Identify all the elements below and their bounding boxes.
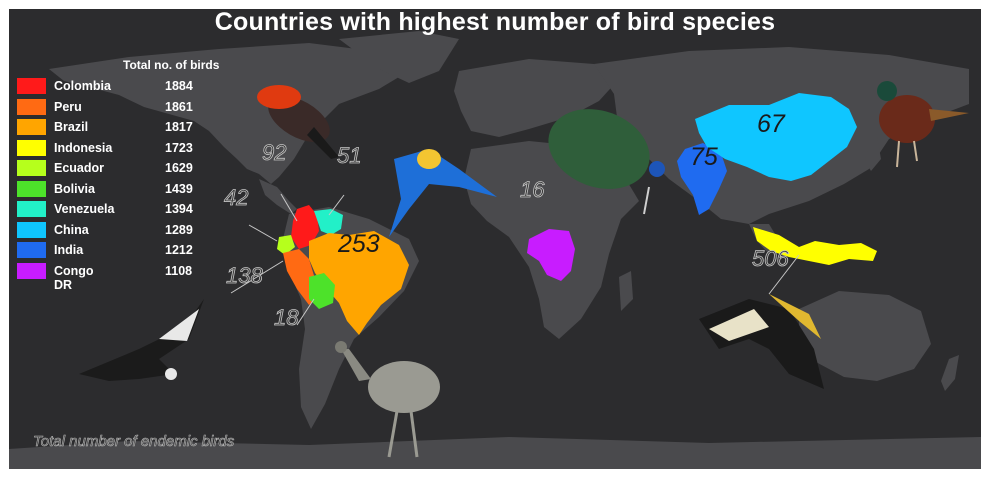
endemic-label-bolivia: 18 — [274, 305, 299, 330]
legend-value-label: 1394 — [165, 202, 193, 216]
legend-swatch — [17, 242, 46, 258]
legend-swatch — [17, 262, 46, 279]
peacock-illustration — [548, 109, 665, 215]
legend-country-label: India — [54, 243, 84, 257]
country-shape-colombia — [291, 205, 319, 249]
endemic-label-brazil: 253 — [337, 230, 380, 258]
country-shape-india — [677, 143, 727, 215]
endemic-label-venezuela: 51 — [337, 143, 361, 168]
country-shape-indonesia — [753, 227, 877, 265]
country-shape-china — [695, 93, 857, 181]
endemic-label-peru: 138 — [226, 263, 263, 288]
chart-frame: 92 138 253 506 42 18 51 67 75 16 — [9, 9, 981, 469]
legend-value-label: 1861 — [165, 99, 193, 114]
country-shape-brazil — [309, 231, 409, 335]
legend-swatch — [17, 221, 46, 238]
legend-swatch — [17, 98, 46, 115]
chart-title: Countries with highest number of bird sp… — [214, 8, 776, 36]
endemic-label-ecuador: 42 — [224, 185, 248, 210]
legend-country-label: China — [54, 222, 89, 237]
country-shape-ecuador — [277, 235, 295, 255]
legend-value-label: 1289 — [165, 222, 193, 237]
legend-swatch — [17, 201, 46, 217]
legend-value-label: 1629 — [165, 161, 193, 175]
legend-value-label: 1439 — [165, 181, 193, 196]
legend-swatch — [17, 139, 46, 156]
legend-country-label: Indonesia — [54, 140, 113, 155]
endemic-label-china: 67 — [757, 110, 786, 138]
macaw-illustration — [389, 149, 497, 237]
pheasant-illustration — [877, 81, 969, 168]
condor-illustration — [79, 299, 204, 381]
endemic-label-colombia: 92 — [262, 140, 286, 165]
legend-value-label: 1212 — [165, 243, 193, 257]
legend-country-label: Bolivia — [54, 181, 95, 196]
greenland-land — [339, 31, 459, 83]
central-america-land — [259, 179, 297, 214]
country-shape-venezuela — [314, 209, 343, 235]
legend-country-label: Peru — [54, 99, 82, 114]
north-america-land — [49, 43, 409, 184]
antarctica-land — [9, 437, 981, 469]
legend-swatch — [17, 119, 46, 135]
legend-value-label: 1108 — [165, 263, 193, 278]
andean-cock-of-the-rock-illustration — [257, 85, 339, 159]
legend-swatch — [17, 78, 46, 94]
endemic-label-india: 75 — [690, 143, 718, 171]
country-shape-congo-dr — [527, 229, 575, 281]
legend-value-label: 1723 — [165, 140, 193, 155]
highlighted-countries — [277, 93, 877, 335]
world-map: 92 138 253 506 42 18 51 67 75 16 — [9, 31, 981, 469]
legend-country-label: Ecuador — [54, 161, 105, 175]
madagascar-land — [619, 271, 633, 311]
new-zealand-land — [941, 355, 959, 391]
leader-lines — [230, 193, 800, 326]
japan-land — [865, 137, 881, 171]
legend-country-label: Brazil — [54, 120, 89, 134]
rhea-illustration — [335, 341, 440, 458]
endemic-label-indonesia: 506 — [752, 246, 789, 271]
hornbill-illustration — [699, 294, 824, 389]
legend-header: Total no. of birds — [123, 58, 220, 72]
legend-country-label: Congo DR — [54, 263, 94, 292]
legend-country-label: Colombia — [54, 79, 111, 93]
legend-swatch — [17, 160, 46, 176]
europe-land — [454, 59, 619, 137]
country-shape-bolivia — [309, 273, 335, 309]
footnote: Total number of endemic birds — [33, 433, 235, 451]
endemic-label-congo-dr: 16 — [520, 177, 545, 202]
legend-swatch — [17, 180, 46, 197]
australia-land — [799, 291, 931, 381]
legend-value-label: 1884 — [165, 79, 193, 93]
legend-country-label: Venezuela — [54, 202, 115, 216]
legend-value-label: 1817 — [165, 120, 193, 134]
